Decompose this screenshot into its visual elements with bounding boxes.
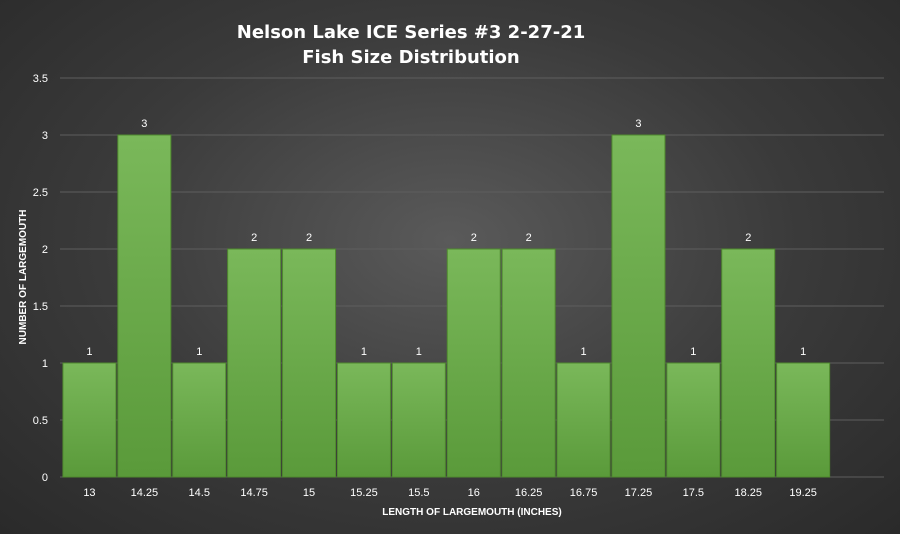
- bar-value-label: 2: [745, 232, 751, 244]
- x-tick-label: 16: [468, 487, 480, 499]
- bar: [501, 248, 556, 478]
- y-axis-ticks: 0 0.5 1 1.5 2 2.5 3 3.5: [33, 73, 48, 484]
- x-axis-ticks: 13 14.25 14.5 14.75 15 15.25 15.5 16 16.25 16.75 1…: [83, 487, 817, 499]
- x-tick-label: 16.75: [570, 487, 598, 499]
- y-tick-label: 3: [42, 130, 48, 142]
- x-tick-label: 19.25: [789, 487, 817, 499]
- bars: [62, 134, 831, 478]
- x-tick-label: 15.25: [350, 487, 378, 499]
- bar: [172, 362, 227, 478]
- bar: [611, 134, 666, 478]
- y-tick-label: 0: [42, 472, 48, 484]
- bar-value-label: 1: [416, 346, 422, 358]
- bar-value-label: 1: [86, 346, 92, 358]
- x-tick-label: 13: [83, 487, 95, 499]
- y-tick-label: 2: [42, 244, 48, 256]
- bar: [117, 134, 172, 478]
- bar: [721, 248, 776, 478]
- bar: [776, 362, 831, 478]
- bar-value-label: 3: [141, 118, 147, 130]
- bar: [391, 362, 446, 478]
- y-tick-label: 1: [42, 358, 48, 370]
- y-axis-label: NUMBER OF LARGEMOUTH: [18, 210, 29, 345]
- chart-title-line2: Fish Size Distribution: [302, 47, 519, 68]
- y-tick-label: 1.5: [33, 301, 48, 313]
- bar: [62, 362, 117, 478]
- bar: [666, 362, 721, 478]
- bar-value-label: 1: [580, 346, 586, 358]
- chart-title-line1: Nelson Lake ICE Series #3 2-27-21: [237, 22, 586, 43]
- data-labels: 1 3 1 2 2 1 1 2 2 1 3 1 2 1: [86, 118, 806, 358]
- bar-value-label: 1: [690, 346, 696, 358]
- y-tick-label: 3.5: [33, 73, 48, 85]
- bar-value-label: 1: [361, 346, 367, 358]
- x-tick-label: 15.5: [408, 487, 429, 499]
- x-tick-label: 17.5: [683, 487, 704, 499]
- bar-value-label: 2: [251, 232, 257, 244]
- x-tick-label: 14.25: [131, 487, 159, 499]
- bar: [556, 362, 611, 478]
- x-tick-label: 15: [303, 487, 315, 499]
- bar-value-label: 2: [471, 232, 477, 244]
- bar: [227, 248, 282, 478]
- x-tick-label: 14.75: [240, 487, 268, 499]
- x-axis-label: LENGTH OF LARGEMOUTH (INCHES): [382, 507, 561, 518]
- bar-value-label: 1: [196, 346, 202, 358]
- x-tick-label: 16.25: [515, 487, 543, 499]
- y-tick-label: 2.5: [33, 187, 48, 199]
- bar-value-label: 2: [526, 232, 532, 244]
- bar: [282, 248, 337, 478]
- x-tick-label: 17.25: [625, 487, 653, 499]
- bar: [336, 362, 391, 478]
- x-tick-label: 18.25: [734, 487, 762, 499]
- y-tick-label: 0.5: [33, 415, 48, 427]
- x-tick-label: 14.5: [189, 487, 210, 499]
- bar-value-label: 3: [635, 118, 641, 130]
- bar-value-label: 2: [306, 232, 312, 244]
- bar-value-label: 1: [800, 346, 806, 358]
- bar: [446, 248, 501, 478]
